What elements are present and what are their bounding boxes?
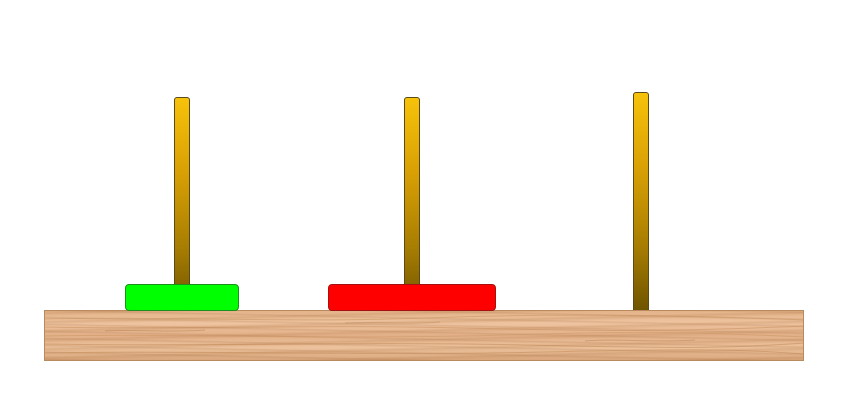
wooden-base — [44, 310, 804, 361]
peg-left[interactable] — [174, 97, 190, 313]
peg-right[interactable] — [633, 92, 649, 313]
disk-large-red[interactable] — [328, 284, 496, 311]
disk-small-green[interactable] — [125, 284, 239, 311]
peg-middle[interactable] — [404, 97, 420, 313]
wood-grain — [45, 314, 803, 355]
